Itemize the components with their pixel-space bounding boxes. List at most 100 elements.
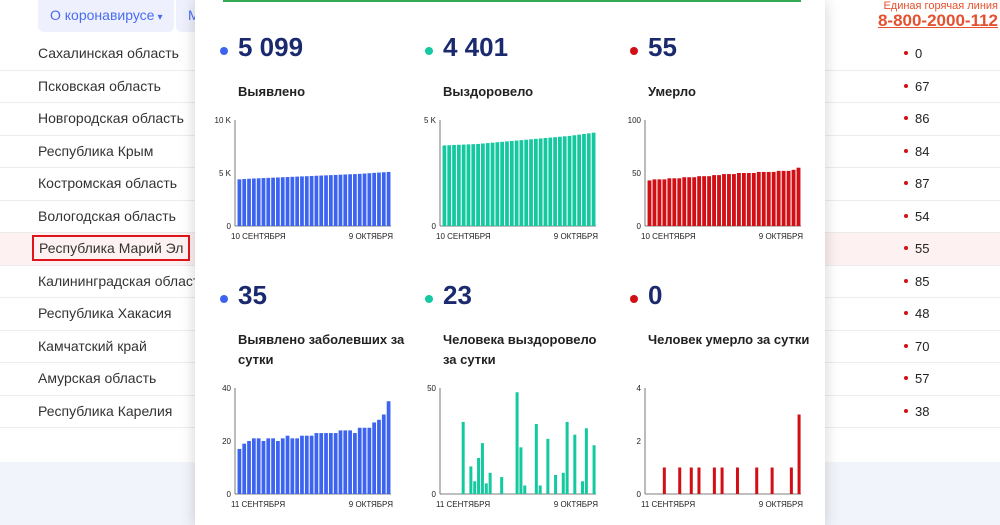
bar bbox=[712, 467, 716, 494]
region-stats-popup: 5 099 Выявлено 0 5 K 10 K 10 СЕНТЯБРЯ 9 ОКТЯ… bbox=[195, 0, 825, 525]
stat-label: Выздоровело bbox=[443, 84, 534, 99]
hotline-phone-link[interactable]: 8-800-2000-112 bbox=[877, 11, 998, 30]
bar bbox=[577, 134, 582, 226]
death-dot-icon bbox=[904, 278, 908, 283]
bar bbox=[280, 438, 285, 494]
bar bbox=[237, 448, 242, 494]
bar bbox=[290, 438, 295, 494]
bar bbox=[328, 433, 333, 494]
bar bbox=[538, 138, 543, 226]
teal-dot-icon bbox=[425, 295, 433, 303]
bar bbox=[682, 177, 687, 226]
bar bbox=[338, 174, 343, 226]
death-dot-icon bbox=[904, 83, 908, 88]
stat-number: 5 099 bbox=[238, 32, 304, 62]
region-name: Камчатский край bbox=[38, 337, 147, 354]
bar bbox=[689, 467, 693, 494]
bar bbox=[319, 175, 324, 226]
bar bbox=[295, 176, 300, 226]
region-name: Республика Карелия bbox=[38, 402, 173, 419]
bar bbox=[581, 481, 585, 494]
bar bbox=[727, 174, 731, 226]
bar bbox=[662, 179, 667, 226]
bar bbox=[591, 132, 596, 226]
bar bbox=[592, 445, 596, 494]
death-dot-icon bbox=[904, 343, 908, 348]
death-dot-icon bbox=[904, 408, 908, 413]
bar bbox=[692, 177, 697, 226]
bar bbox=[741, 173, 746, 226]
y-tick-label: 100 bbox=[628, 116, 642, 125]
bar bbox=[484, 483, 488, 494]
region-deaths-value: 57 bbox=[915, 371, 930, 386]
bar bbox=[300, 435, 304, 494]
bar bbox=[251, 178, 256, 226]
x-tick-label-start: 11 СЕНТЯБРЯ bbox=[641, 500, 695, 509]
bar bbox=[500, 477, 504, 494]
region-name: Сахалинская область bbox=[38, 45, 179, 61]
bar bbox=[480, 443, 484, 494]
bar bbox=[776, 170, 781, 226]
bar bbox=[452, 145, 456, 226]
y-tick-label: 40 bbox=[222, 384, 231, 393]
bar-chart: 0 5 K 10 СЕНТЯБРЯ 9 ОКТЯБРЯ bbox=[424, 116, 598, 241]
region-name: Амурская область bbox=[38, 370, 157, 386]
x-tick-label-end: 9 ОКТЯБРЯ bbox=[759, 232, 803, 241]
bar bbox=[573, 434, 577, 494]
bar bbox=[697, 176, 702, 226]
region-name-selected: Республика Марий Эл bbox=[32, 235, 191, 261]
bar bbox=[687, 177, 692, 226]
y-tick-label: 5 K bbox=[219, 169, 232, 178]
region-deaths-value: 0 bbox=[915, 46, 923, 61]
region-deaths-value: 67 bbox=[915, 78, 930, 94]
bar bbox=[485, 143, 490, 226]
bar bbox=[256, 438, 261, 494]
stat-label: Человека выздоровело за сутки bbox=[443, 332, 597, 367]
death-dot-icon bbox=[904, 376, 908, 380]
bar bbox=[652, 179, 657, 226]
region-name: Республика Хакасия bbox=[38, 305, 172, 321]
bar bbox=[647, 180, 652, 226]
teal-dot-icon bbox=[425, 47, 433, 55]
bar bbox=[261, 441, 266, 494]
bar bbox=[761, 171, 766, 226]
red-dot-icon bbox=[630, 295, 638, 303]
bar bbox=[372, 172, 377, 226]
bar bbox=[304, 176, 309, 226]
hotline-label: Единая горячая линия bbox=[883, 0, 998, 12]
nav-about-coronavirus-button[interactable]: О коронавирусе ▾ bbox=[38, 0, 175, 32]
red-dot-icon bbox=[630, 47, 638, 55]
bar bbox=[567, 135, 572, 226]
bar bbox=[456, 144, 461, 226]
stat-label: Выявлено заболевших за сутки bbox=[238, 332, 405, 367]
bar bbox=[766, 171, 771, 226]
bar bbox=[461, 421, 465, 494]
bar bbox=[367, 173, 372, 226]
bar bbox=[554, 474, 558, 494]
bar-chart: 0 50 11 СЕНТЯБРЯ 9 ОКТЯБРЯ bbox=[427, 384, 598, 509]
bar bbox=[247, 441, 251, 494]
stat-number: 4 401 bbox=[443, 32, 509, 62]
y-tick-label: 0 bbox=[432, 222, 437, 231]
bar bbox=[722, 174, 726, 226]
bar bbox=[469, 466, 473, 494]
bar bbox=[338, 430, 343, 494]
bar bbox=[529, 139, 533, 226]
bar bbox=[677, 178, 682, 226]
nav-second-label: М bbox=[188, 7, 200, 23]
region-deaths-value: 87 bbox=[915, 176, 930, 191]
bar bbox=[662, 467, 666, 494]
death-dot-icon bbox=[904, 51, 908, 55]
bar bbox=[442, 145, 447, 226]
bar bbox=[343, 430, 348, 494]
bar bbox=[678, 467, 682, 494]
x-tick-label-end: 9 ОКТЯБРЯ bbox=[349, 232, 393, 241]
x-tick-label-end: 9 ОКТЯБРЯ bbox=[759, 500, 803, 509]
bar bbox=[386, 401, 391, 494]
bar bbox=[271, 177, 275, 226]
bar bbox=[266, 177, 271, 226]
x-tick-label-start: 11 СЕНТЯБРЯ bbox=[231, 500, 285, 509]
death-dot-icon bbox=[904, 116, 908, 120]
region-deaths-value: 85 bbox=[915, 273, 930, 289]
y-tick-label: 4 bbox=[637, 384, 642, 393]
